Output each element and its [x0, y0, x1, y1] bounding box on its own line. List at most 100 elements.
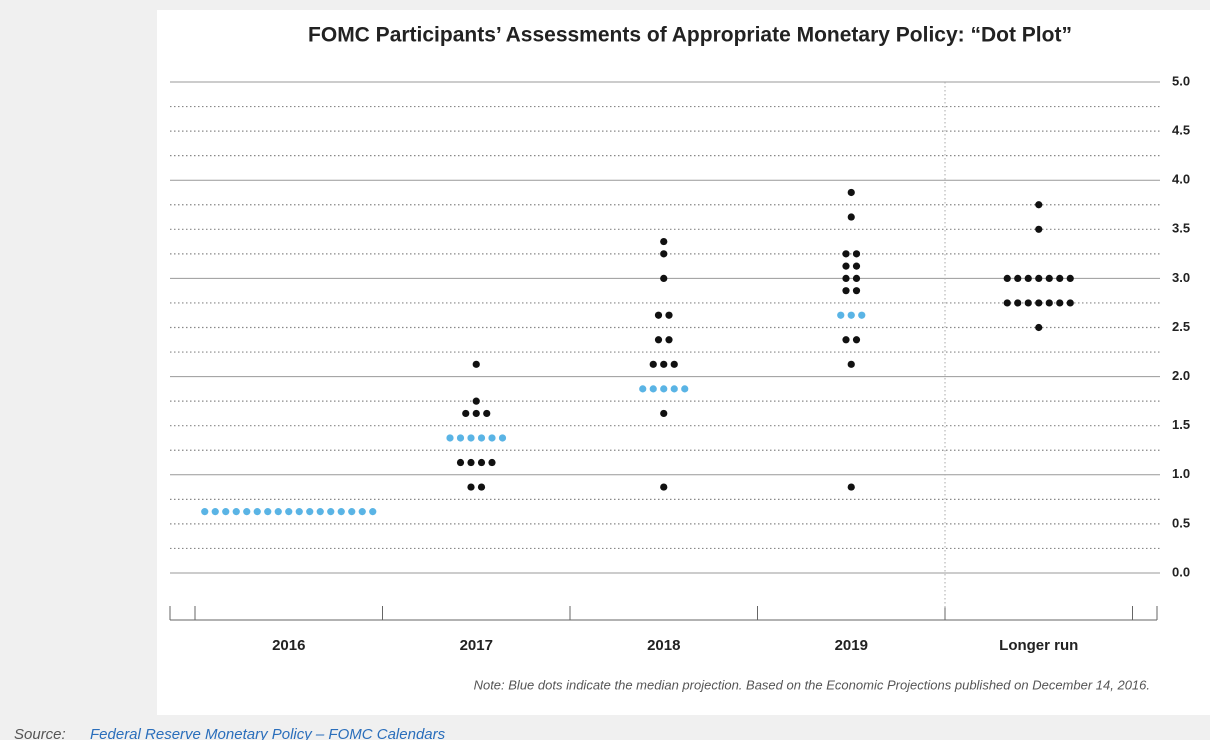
dot: [852, 250, 861, 258]
x-tick-label: 2016: [272, 637, 305, 654]
y-tick-label: 5.0: [1172, 73, 1190, 88]
dot: [1003, 274, 1011, 282]
y-tick-label: 3.5: [1172, 221, 1190, 236]
chart-panel: [157, 10, 1210, 715]
dot: [1066, 274, 1074, 282]
dot: [1045, 299, 1053, 307]
dot: [847, 311, 855, 319]
dot: [660, 250, 668, 258]
x-tick-label: 2019: [835, 637, 868, 654]
dot: [660, 274, 668, 282]
dot: [1014, 274, 1022, 282]
chart-title: FOMC Participants’ Assessments of Approp…: [308, 24, 1072, 47]
dot: [477, 483, 486, 491]
y-tick-label: 1.5: [1172, 417, 1190, 432]
dot: [211, 508, 219, 516]
dot: [456, 458, 465, 467]
dot: [837, 311, 845, 319]
x-tick-label: Longer run: [999, 637, 1078, 654]
dot: [456, 434, 465, 442]
dot: [1024, 274, 1032, 282]
dot: [858, 311, 866, 319]
dot: [243, 508, 251, 516]
dot: [1056, 274, 1064, 282]
y-tick-label: 1.0: [1172, 466, 1190, 481]
dot: [842, 336, 850, 344]
dot: [842, 274, 850, 282]
dot: [681, 385, 689, 393]
dot: [847, 213, 855, 221]
dot: [1066, 299, 1074, 307]
source-link[interactable]: Federal Reserve Monetary Policy – FOMC C…: [90, 726, 446, 740]
y-tick-label: 0.5: [1172, 515, 1190, 530]
dot: [488, 458, 496, 467]
dot: [639, 385, 647, 393]
dot: [1056, 299, 1064, 307]
dot: [222, 508, 230, 516]
dot: [852, 336, 861, 344]
dot: [472, 397, 480, 405]
dot: [316, 508, 324, 516]
dot: [1003, 299, 1011, 307]
dot: [660, 360, 668, 368]
dot: [852, 287, 861, 295]
dot: [477, 434, 486, 442]
dot: [1024, 299, 1032, 307]
dot: [1035, 299, 1043, 307]
y-tick-label: 4.5: [1172, 123, 1190, 138]
dot: [654, 336, 663, 344]
dot: [670, 360, 678, 368]
dot: [488, 434, 496, 442]
dot: [1045, 274, 1053, 282]
dot: [467, 458, 475, 467]
dot: [842, 287, 850, 295]
dot: [660, 483, 668, 491]
dot: [285, 508, 293, 516]
source-label: Source:: [14, 726, 66, 740]
dot: [232, 508, 240, 516]
dot: [446, 434, 454, 442]
dot: [649, 360, 657, 368]
dot: [842, 250, 850, 258]
dot: [498, 434, 507, 442]
dot: [467, 434, 475, 442]
dot: [369, 508, 377, 516]
dot: [295, 508, 303, 516]
y-tick-label: 2.0: [1172, 368, 1190, 383]
y-tick-label: 0.0: [1172, 564, 1190, 579]
dot: [201, 508, 209, 516]
dot: [306, 508, 314, 516]
dot: [847, 483, 855, 491]
dot: [842, 262, 850, 270]
x-tick-label: 2017: [460, 637, 493, 654]
dot: [847, 360, 855, 368]
dot: [1014, 299, 1022, 307]
note: Note: Blue dots indicate the median proj…: [474, 677, 1150, 692]
dot: [670, 385, 678, 393]
dot: [337, 508, 345, 516]
dot: [660, 409, 668, 418]
dot: [852, 262, 861, 270]
dot: [253, 508, 261, 516]
dot: [264, 508, 272, 516]
dot: [660, 237, 668, 246]
dot: [1035, 274, 1043, 282]
dot: [654, 311, 663, 319]
dot: [1035, 225, 1043, 233]
dot: [649, 385, 657, 393]
dot: [847, 188, 855, 197]
dot: [274, 508, 282, 516]
dot: [358, 508, 366, 516]
y-tick-label: 3.0: [1172, 270, 1190, 285]
y-tick-label: 4.0: [1172, 172, 1190, 187]
dot: [665, 311, 673, 319]
dot: [348, 508, 356, 516]
dot: [1035, 201, 1043, 209]
dot: [327, 508, 335, 516]
x-tick-label: 2018: [647, 637, 680, 654]
dot: [477, 458, 486, 467]
dot: [467, 483, 475, 491]
dot: [462, 409, 470, 418]
